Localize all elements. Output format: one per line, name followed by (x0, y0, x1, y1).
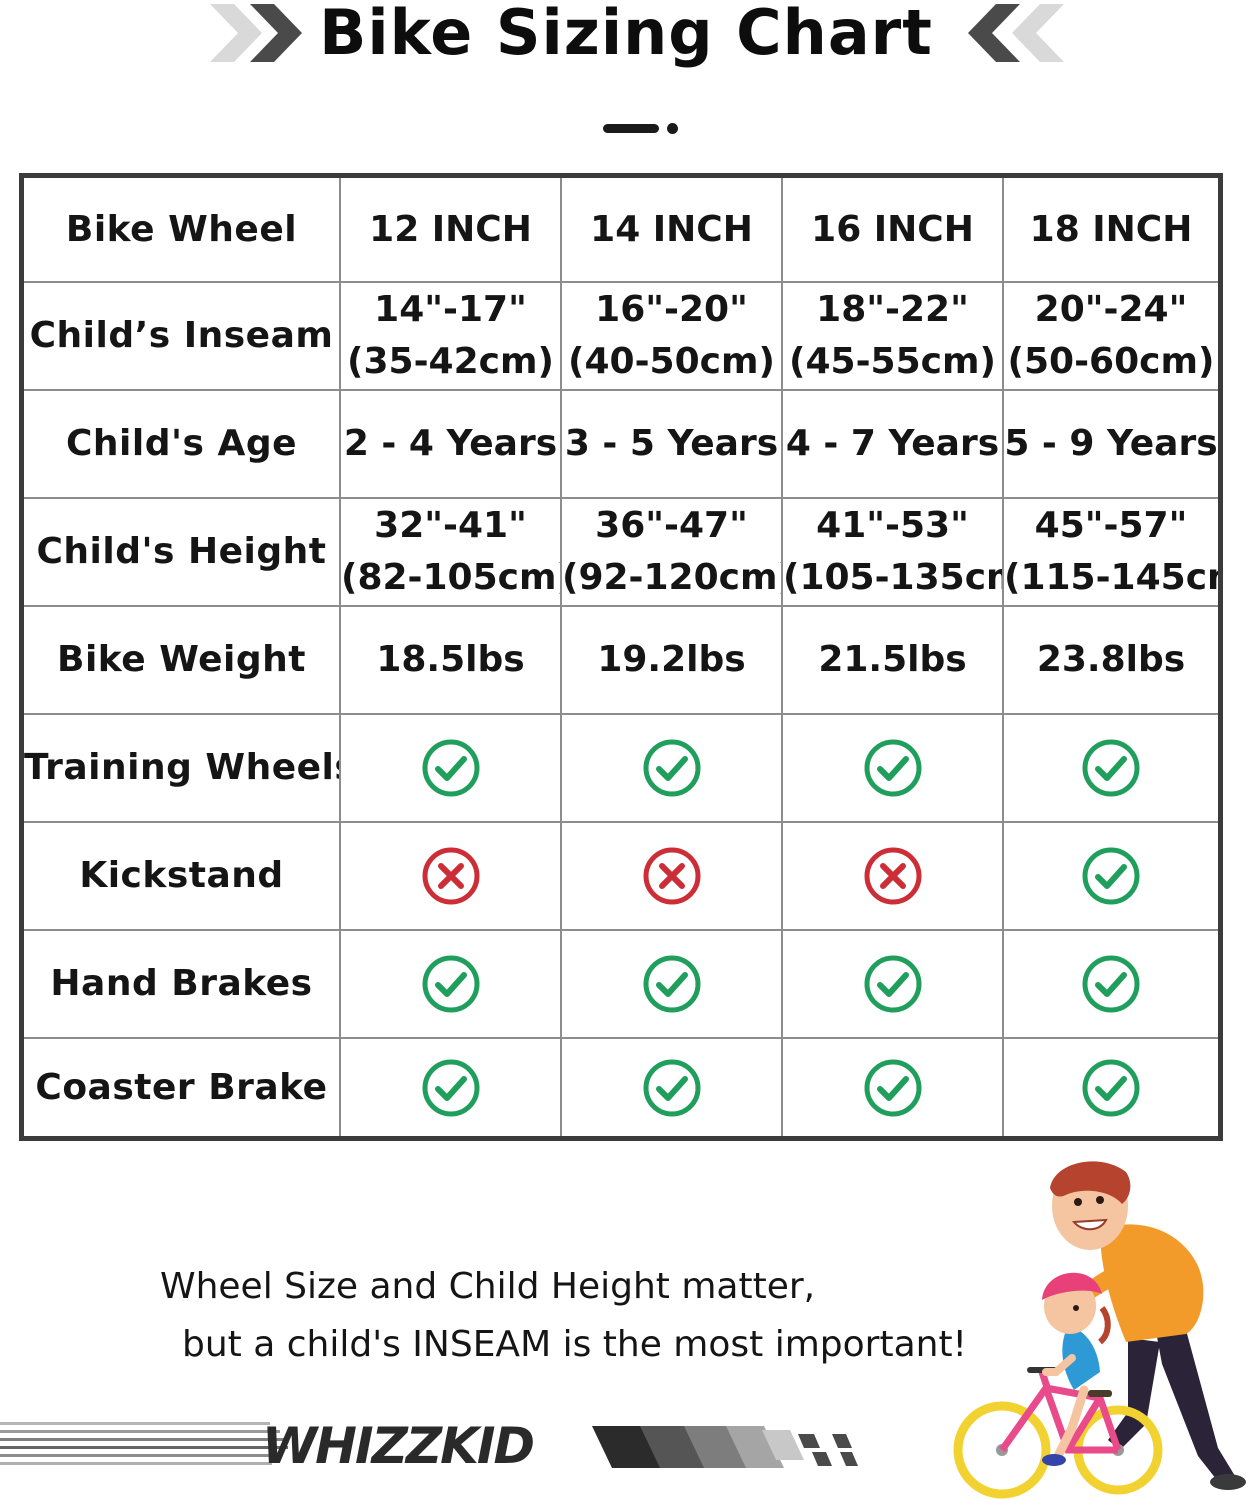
double-chevron-right-icon (210, 4, 302, 62)
column-header-bike-wheel: Bike Wheel (24, 178, 341, 283)
table-cell (560, 929, 783, 1039)
row-label-height: Child's Height (24, 497, 341, 607)
check-circle-icon (421, 1059, 481, 1116)
table-cell (560, 821, 783, 931)
brand-speed-stripes (0, 1422, 858, 1468)
title-underline-dash (603, 124, 659, 133)
check-circle-icon (1081, 739, 1141, 797)
title-underline-dot (667, 123, 678, 134)
check-circle-icon (642, 1059, 702, 1116)
table-cell: 2 - 4 Years (339, 389, 562, 499)
row-label-weight: Bike Weight (24, 605, 341, 715)
brand-logo-text: WHIZZKID (262, 1417, 535, 1475)
table-cell: 20"-24" (50-60cm) (1002, 281, 1218, 391)
tagline: Wheel Size and Child Height matter, but … (0, 1258, 1000, 1374)
table-cell (1002, 821, 1218, 931)
sizing-chart: Bike Wheel 12 INCH 14 INCH 16 INCH 18 IN… (19, 173, 1223, 1141)
row-label-inseam: Child’s Inseam (24, 281, 341, 391)
table-cell: 14"-17" (35-42cm) (339, 281, 562, 391)
parent-teaching-child-bike-illustration (953, 1161, 1246, 1499)
table-cell (781, 929, 1004, 1039)
check-circle-icon (1081, 1059, 1141, 1116)
table-cell: 23.8lbs (1002, 605, 1218, 715)
table-row-height: Child's Height 32"-41" (82-105cm) 36"-47"… (24, 497, 1218, 607)
cross-circle-icon (421, 847, 481, 905)
table-header-row: Bike Wheel 12 INCH 14 INCH 16 INCH 18 IN… (24, 178, 1218, 283)
column-header-12-inch: 12 INCH (339, 178, 562, 283)
check-circle-icon (421, 955, 481, 1013)
table-cell: 36"-47" (92-120cm) (560, 497, 783, 607)
table-row-age: Child's Age 2 - 4 Years 3 - 5 Years 4 - … (24, 389, 1218, 499)
column-header-18-inch: 18 INCH (1002, 178, 1218, 283)
check-circle-icon (1081, 955, 1141, 1013)
double-chevron-left-icon (968, 4, 1064, 62)
table-cell (1002, 1037, 1218, 1136)
table-cell (1002, 713, 1218, 823)
table-row-hand-brakes: Hand Brakes (24, 929, 1218, 1039)
sizing-table: Bike Wheel 12 INCH 14 INCH 16 INCH 18 IN… (24, 178, 1218, 1136)
check-circle-icon (421, 739, 481, 797)
cross-circle-icon (863, 847, 923, 905)
table-cell: 21.5lbs (781, 605, 1004, 715)
table-row-inseam: Child’s Inseam 14"-17" (35-42cm) 16"-20"(… (24, 281, 1218, 391)
table-cell: 18"-22" (45-55cm) (781, 281, 1004, 391)
tagline-line-1: Wheel Size and Child Height matter, (160, 1266, 816, 1307)
table-cell (1002, 929, 1218, 1039)
column-header-14-inch: 14 INCH (560, 178, 783, 283)
table-cell (560, 713, 783, 823)
row-label-kickstand: Kickstand (24, 821, 341, 931)
table-cell: 45"-57"(115-145cm (1002, 497, 1218, 607)
row-label-hand-brakes: Hand Brakes (24, 929, 341, 1039)
row-label-coaster-brake: Coaster Brake (24, 1037, 341, 1136)
page-title: Bike Sizing Chart (319, 0, 933, 69)
column-header-16-inch: 16 INCH (781, 178, 1004, 283)
table-cell: 18.5lbs (339, 605, 562, 715)
table-cell: 4 - 7 Years (781, 389, 1004, 499)
table-row-weight: Bike Weight 18.5lbs 19.2lbs 21.5lbs 23.8… (24, 605, 1218, 715)
table-cell (560, 1037, 783, 1136)
title-row: Bike Sizing Chart (0, 0, 1252, 70)
table-cell (781, 713, 1004, 823)
table-cell (781, 1037, 1004, 1136)
cross-circle-icon (642, 847, 702, 905)
check-circle-icon (863, 739, 923, 797)
table-cell (339, 929, 562, 1039)
table-row-training-wheels: Training Wheels (24, 713, 1218, 823)
table-cell: 32"-41" (82-105cm) (339, 497, 562, 607)
table-cell: 19.2lbs (560, 605, 783, 715)
check-circle-icon (642, 955, 702, 1013)
table-cell: 41"-53" (105-135cm (781, 497, 1004, 607)
check-circle-icon (863, 1059, 923, 1116)
table-cell (781, 821, 1004, 931)
table-cell: 16"-20" (40-50cm) (560, 281, 783, 391)
row-label-age: Child's Age (24, 389, 341, 499)
tagline-line-2: but a child's INSEAM is the most importa… (182, 1324, 967, 1365)
table-row-coaster-brake: Coaster Brake (24, 1037, 1218, 1136)
table-cell: 5 - 9 Years (1002, 389, 1218, 499)
table-cell: 3 - 5 Years (560, 389, 783, 499)
check-circle-icon (863, 955, 923, 1013)
check-circle-icon (642, 739, 702, 797)
row-label-training-wheels: Training Wheels (24, 713, 341, 823)
table-cell (339, 821, 562, 931)
table-row-kickstand: Kickstand (24, 821, 1218, 931)
table-cell (339, 713, 562, 823)
check-circle-icon (1081, 847, 1141, 905)
table-cell (339, 1037, 562, 1136)
